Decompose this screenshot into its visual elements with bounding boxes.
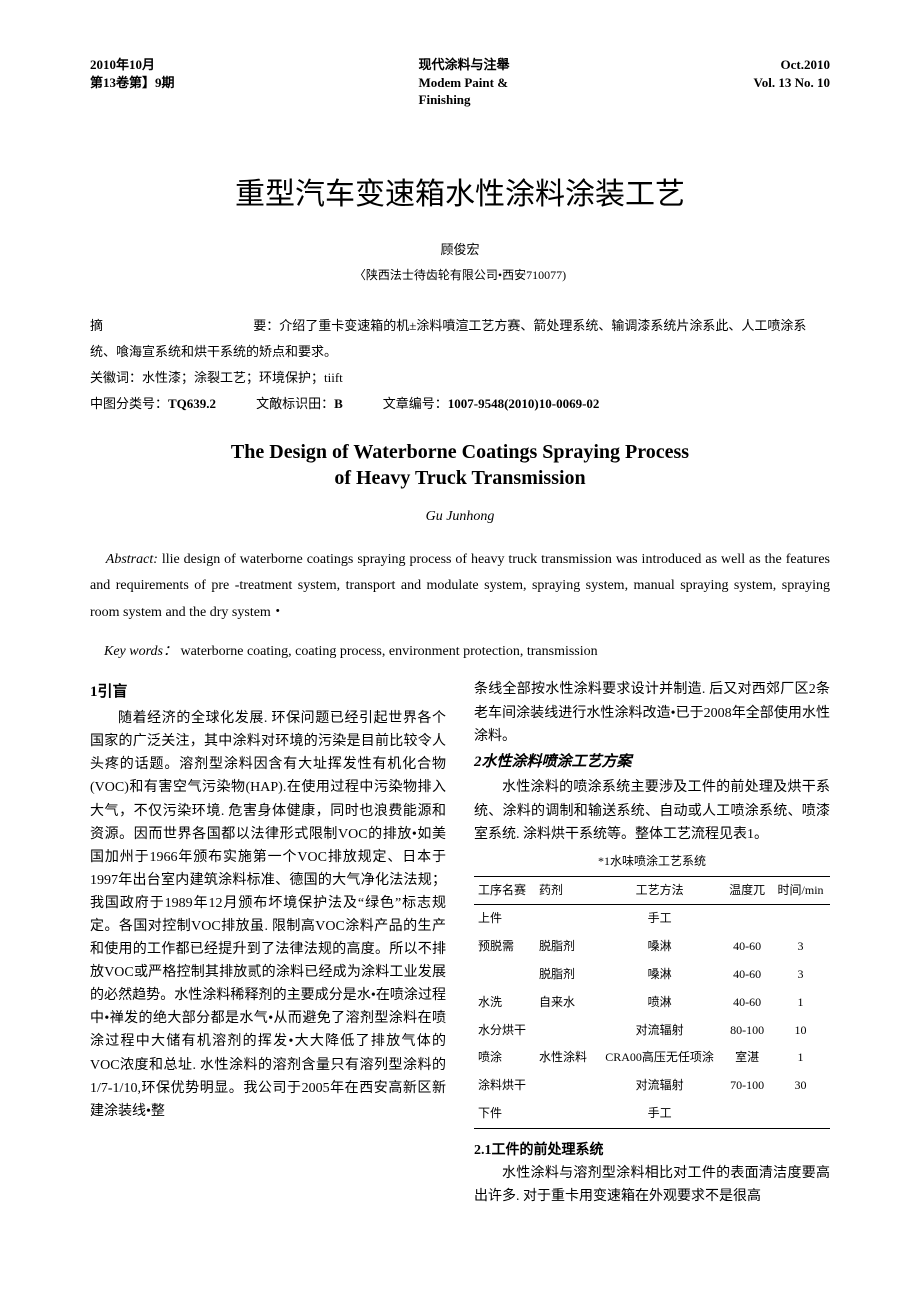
keywords-en-label: Key words： [104, 644, 177, 659]
keywords-cn: 关徽词：水性漆；涂裂工艺；环境保护；tiift [90, 365, 830, 391]
clc-label: 中图分类号： [90, 396, 168, 411]
header-volume-cn: 第13卷第】9期 [90, 74, 175, 92]
author-en: Gu Junhong [90, 509, 830, 525]
table-body: 上件手工 预脱需脱脂剂嗓淋40-603 脱脂剂嗓淋40-603 水洗自来水喷淋4… [474, 905, 830, 1128]
classification-row: 中图分类号：TQ639.2 文敵标识田：B 文章编号：1007-9548(201… [90, 391, 830, 417]
section-1-body: 随着经济的全球化发展. 环保问题已经引起世界各个国家的广泛关注，其中涂料对环境的… [90, 707, 446, 1123]
doc-code: 文敵标识田：B [256, 391, 343, 417]
header-right: Oct.2010 Vol. 13 No. 10 [754, 56, 830, 109]
keywords-label-cn: 关徽词： [90, 370, 142, 385]
doccode-label: 文敵标识田： [256, 396, 334, 411]
table-row: 喷涂水性涂料CRA00高压无任项涂室湛1 [474, 1044, 830, 1072]
th-4: 时间/min [771, 876, 830, 905]
header-center: 现代涂料与注舉 Modem Paint & Finishing [419, 56, 510, 109]
header-date-en: Oct.2010 [754, 56, 830, 74]
clc: 中图分类号：TQ639.2 [90, 391, 216, 417]
th-0: 工序名赛 [474, 876, 535, 905]
col2-continuation: 条线全部按水性涂料要求设计并制造. 后又对西郊厂区2条老车间涂装线进行水性涂料改… [474, 678, 830, 747]
table-row: 水洗自来水喷淋40-601 [474, 989, 830, 1017]
article-title-cn: 重型汽车变速箱水性涂料涂装工艺 [90, 169, 830, 213]
keywords-en-text: waterborne coating, coating process, env… [177, 644, 598, 659]
keywords-text-cn: 水性漆；涂裂工艺；环境保护；tiift [142, 370, 343, 385]
abstract-en-text: llie design of waterborne coatings spray… [90, 552, 830, 620]
table-row: 下件手工 [474, 1100, 830, 1128]
articleid-label: 文章编号： [383, 396, 448, 411]
affiliation-cn: 〈陕西法士待齿轮有限公司•西安710077) [90, 266, 830, 283]
running-header: 2010年10月 第13卷第】9期 现代涂料与注舉 Modem Paint & … [90, 56, 830, 109]
page-root: 2010年10月 第13卷第】9期 现代涂料与注舉 Modem Paint & … [0, 0, 920, 1248]
column-left: 1引盲 随着经济的全球化发展. 环保问题已经引起世界各个国家的广泛关注，其中涂料… [90, 678, 446, 1208]
table-row: 上件手工 [474, 905, 830, 933]
abstract-label-cn: 摘 [90, 313, 250, 339]
table-row: 脱脂剂嗓淋40-603 [474, 961, 830, 989]
header-date-cn: 2010年10月 [90, 56, 175, 74]
abstract-en: Abstract: llie design of waterborne coat… [90, 547, 830, 627]
author-cn: 顾俊宏 [90, 239, 830, 258]
doccode-value: B [334, 396, 343, 411]
journal-en-2: Finishing [419, 91, 510, 109]
article-title-en: The Design of Waterborne Coatings Sprayi… [90, 439, 830, 491]
meta-block: 摘 要：介绍了重卡变速箱的机±涂料噴渲工艺方赛、箭处理系统、输调漆系统片涂系此、… [90, 313, 830, 417]
journal-cn: 现代涂料与注舉 [419, 56, 510, 74]
abstract-en-label: Abstract: [106, 552, 158, 567]
header-volume-en: Vol. 13 No. 10 [754, 74, 830, 92]
section-2-1-body: 水性涂料与溶剂型涂料相比对工件的表面清洁度要高出许多. 对于重卡用变速箱在外观要… [474, 1162, 830, 1208]
table-row: 预脱需脱脂剂嗓淋40-603 [474, 933, 830, 961]
articleid-value: 1007-9548(2010)10-0069-02 [448, 396, 600, 411]
table-row: 涂料烘干对流辐射70-10030 [474, 1072, 830, 1100]
section-1-head: 1引盲 [90, 680, 446, 705]
column-right: 条线全部按水性涂料要求设计并制造. 后又对西郊厂区2条老车间涂装线进行水性涂料改… [474, 678, 830, 1208]
th-1: 药剂 [535, 876, 596, 905]
section-2-body: 水性涂料的喷涂系统主要涉及工件的前处理及烘干系统、涂料的调制和输送系统、自动或人… [474, 776, 830, 845]
table-caption: *1水味喷涂工艺系统 [474, 852, 830, 872]
table-row: 水分烘干对流辐射80-10010 [474, 1017, 830, 1045]
title-en-line2: of Heavy Truck Transmission [90, 465, 830, 491]
th-3: 温度兀 [723, 876, 771, 905]
th-2: 工艺方法 [596, 876, 723, 905]
table-header-row: 工序名赛 药剂 工艺方法 温度兀 时间/min [474, 876, 830, 905]
process-table: 工序名赛 药剂 工艺方法 温度兀 时间/min 上件手工 预脱需脱脂剂嗓淋40-… [474, 876, 830, 1129]
section-2-head: 2水性涂料喷涂工艺方案 [474, 750, 830, 775]
header-left: 2010年10月 第13卷第】9期 [90, 56, 175, 109]
body-columns: 1引盲 随着经济的全球化发展. 环保问题已经引起世界各个国家的广泛关注，其中涂料… [90, 678, 830, 1208]
journal-en-1: Modem Paint & [419, 74, 510, 92]
title-en-line1: The Design of Waterborne Coatings Sprayi… [90, 439, 830, 465]
keywords-en: Key words： waterborne coating, coating p… [90, 640, 830, 660]
article-id: 文章编号：1007-9548(2010)10-0069-02 [383, 391, 600, 417]
abstract-cn: 摘 要：介绍了重卡变速箱的机±涂料噴渲工艺方赛、箭处理系统、输调漆系统片涂系此、… [90, 313, 830, 365]
section-2-1-head: 2.1工件的前处理系统 [474, 1139, 830, 1162]
clc-value: TQ639.2 [168, 396, 216, 411]
